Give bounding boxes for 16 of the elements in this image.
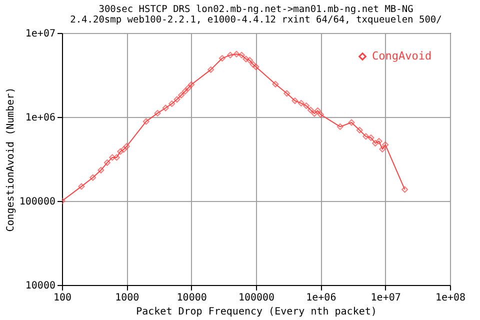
chart-subtitle: 2.4.20smp web100-2.2.1, e1000-4.4.12 rxint 64/64, txqueuelen 500/ — [70, 14, 442, 26]
y-tick-label: 1e+06 — [25, 112, 56, 124]
y-tick-label: 100000 — [19, 196, 56, 208]
x-tick-label: 100000 — [238, 292, 275, 304]
x-axis-title: Packet Drop Frequency (Every nth packet) — [136, 306, 377, 318]
x-tick-label: 1e+07 — [370, 292, 401, 304]
legend-label: CongAvoid — [372, 50, 432, 62]
chart-title: 300sec HSTCP DRS lon02.mb-ng.net->man01.mb-ng.net MB-NG — [98, 4, 414, 15]
x-tick-label: 1e+08 — [435, 292, 466, 304]
y-tick-label: 1e+07 — [25, 28, 56, 40]
x-tick-label: 10000 — [176, 292, 207, 304]
x-tick-label: 100 — [53, 292, 72, 304]
y-axis-title: CongestionAvoid (Number) — [5, 87, 16, 232]
x-tick-label: 1e+06 — [306, 292, 336, 304]
x-tick-label: 1000 — [115, 292, 140, 304]
y-tick-label: 10000 — [25, 280, 56, 292]
